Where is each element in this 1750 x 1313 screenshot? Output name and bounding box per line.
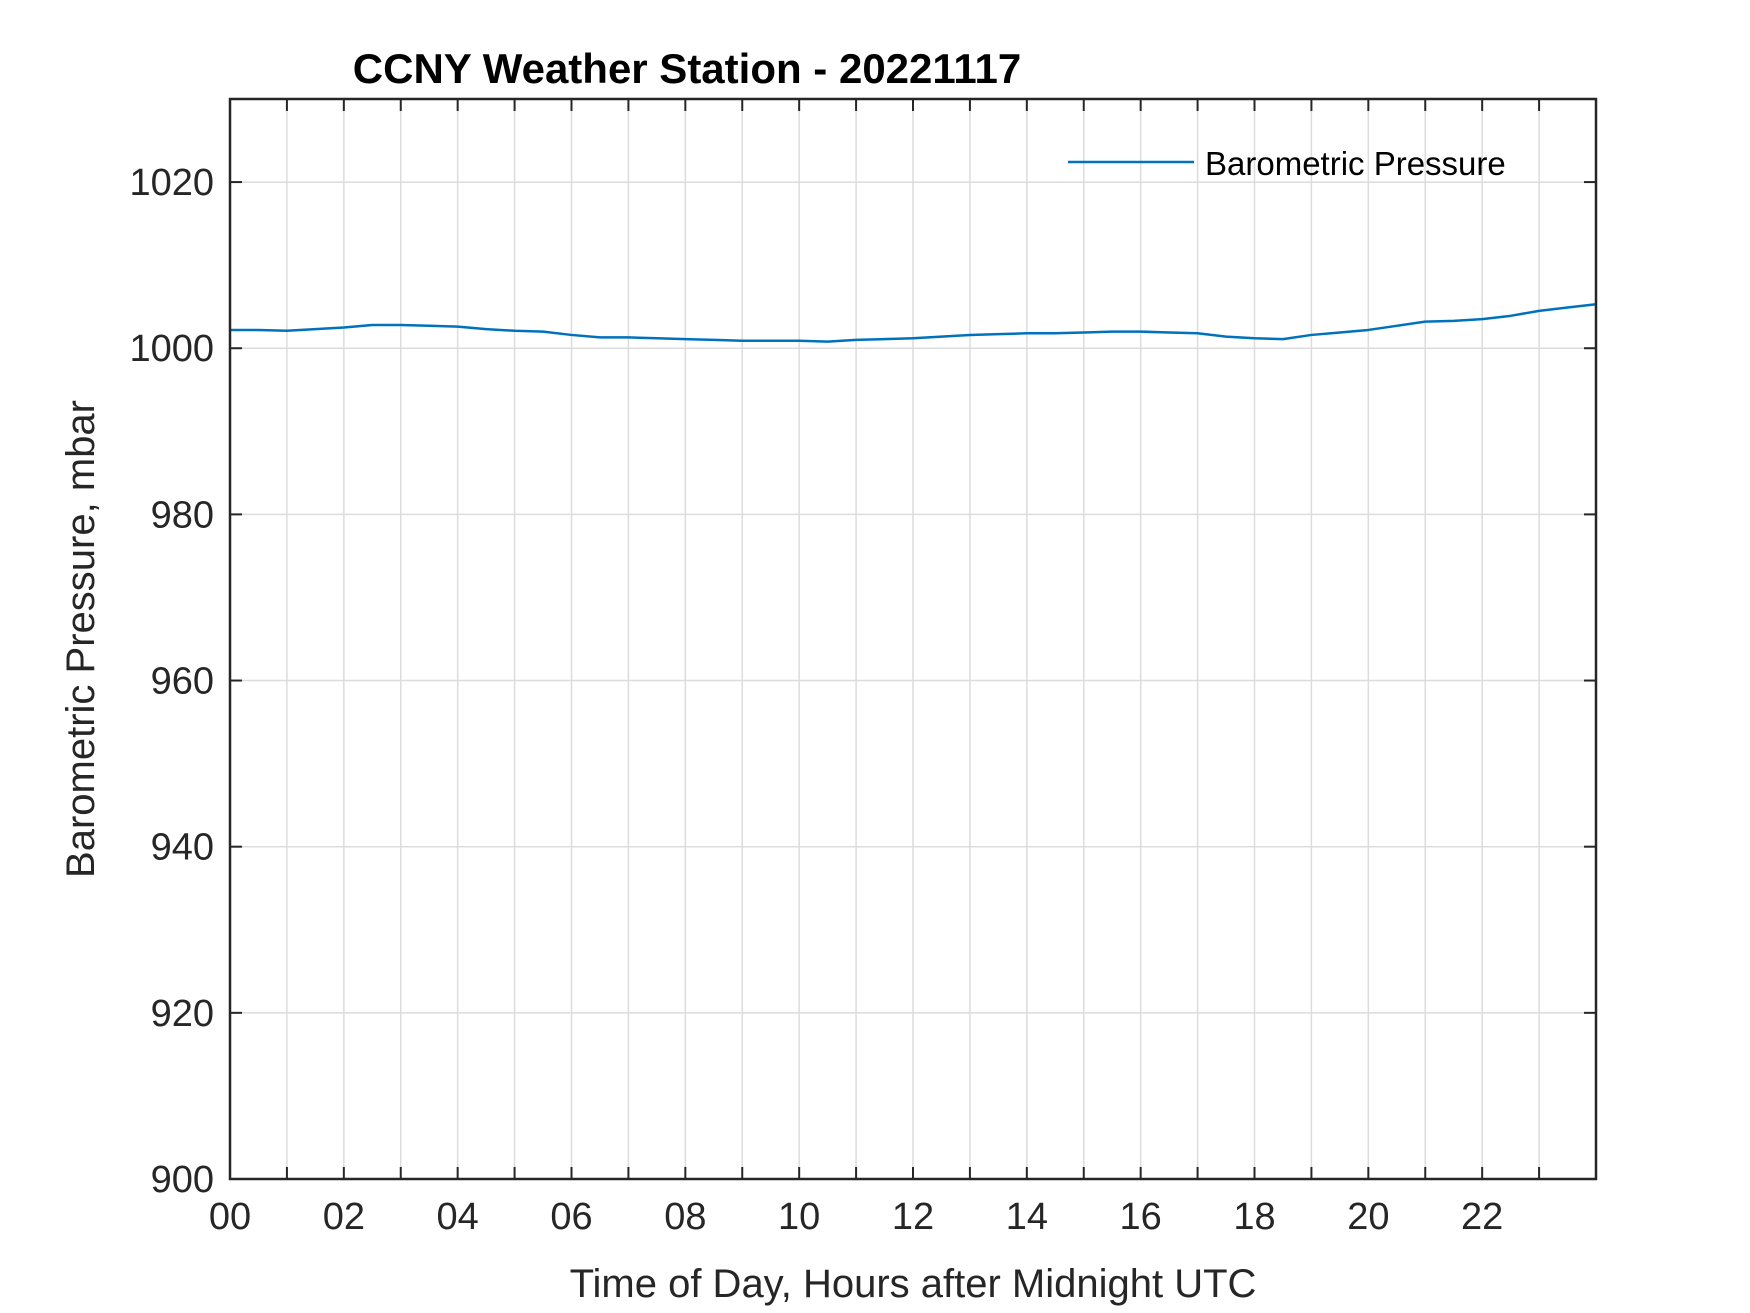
y-tick-label: 920	[151, 993, 214, 1035]
series-layer	[230, 302, 1597, 343]
legend-label-barometric-pressure: Barometric Pressure	[1205, 145, 1506, 182]
y-tick-label: 900	[151, 1159, 214, 1201]
x-tick-label: 02	[323, 1196, 365, 1238]
x-tick-label: 16	[1120, 1196, 1162, 1238]
x-axis-label: Time of Day, Hours after Midnight UTC	[570, 1262, 1257, 1306]
x-tick-label: 12	[892, 1196, 934, 1238]
x-tick-label: 14	[1006, 1196, 1048, 1238]
x-tick-label: 10	[778, 1196, 820, 1238]
y-tick-label: 960	[151, 661, 214, 703]
x-tick-label: 04	[437, 1196, 479, 1238]
tick-labels: 00 02 04 06 08 10 12 14 16 18 20 22 900 920 940 960 980 1…	[129, 162, 1503, 1238]
y-axis-label: Barometric Pressure, mbar	[59, 400, 103, 878]
y-tick-label: 1020	[129, 162, 214, 204]
axes	[228, 97, 1598, 1181]
x-tick-label: 00	[209, 1196, 251, 1238]
x-tick-label: 18	[1233, 1196, 1275, 1238]
y-tick-label: 980	[151, 494, 214, 536]
x-tick-label: 08	[664, 1196, 706, 1238]
x-tick-label: 22	[1461, 1196, 1503, 1238]
legend: Barometric Pressure	[1068, 145, 1506, 182]
series-line-barometric-pressure	[230, 302, 1597, 343]
y-tick-label: 940	[151, 827, 214, 869]
chart-title: CCNY Weather Station - 20221117	[353, 45, 1021, 92]
x-tick-label: 20	[1347, 1196, 1389, 1238]
y-tick-label: 1000	[129, 328, 214, 370]
x-tick-label: 06	[550, 1196, 592, 1238]
